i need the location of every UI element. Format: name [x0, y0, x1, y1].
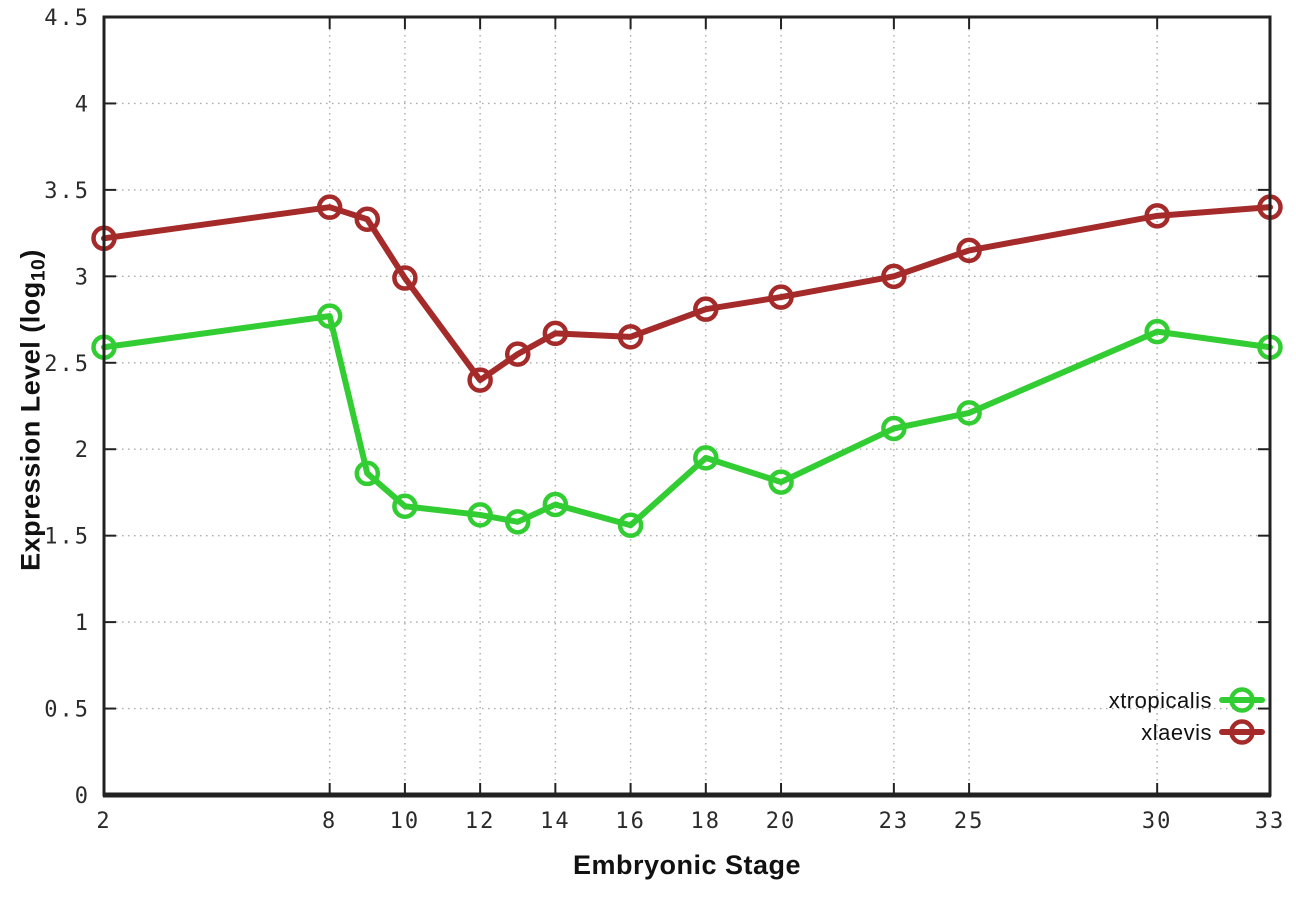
x-tick-label: 18 — [691, 809, 722, 834]
xlaevis-point — [392, 265, 418, 291]
y-axis-title-close: ) — [15, 249, 46, 259]
xlaevis-point — [316, 194, 343, 220]
xlaevis-point — [881, 263, 907, 290]
y-tick-label: 1.5 — [44, 525, 90, 550]
y-tick-label: 2.5 — [44, 352, 90, 377]
xtropicalis-line — [101, 313, 1273, 529]
x-tick-label: 30 — [1142, 809, 1173, 834]
legend-label-xtropicalis: xtropicalis — [1109, 688, 1212, 713]
xtropicalis-point — [504, 509, 531, 535]
xtropicalis-point — [354, 460, 381, 487]
xtropicalis-point — [693, 445, 719, 471]
xlaevis-point — [354, 206, 381, 233]
y-tick-label: 2 — [75, 438, 90, 463]
x-tick-label: 10 — [390, 809, 421, 834]
xtropicalis-point — [316, 303, 343, 329]
xlaevis-point — [693, 296, 719, 322]
y-tick-label: 4.5 — [44, 6, 90, 31]
xtropicalis-point — [768, 469, 794, 495]
x-tick-label: 23 — [879, 809, 910, 834]
x-tick-label: 20 — [766, 809, 797, 834]
y-tick-label: 0.5 — [44, 698, 90, 723]
legend-label-xlaevis: xlaevis — [1141, 720, 1212, 745]
y-axis-title: Expression Level (log10) — [16, 249, 51, 571]
xtropicalis-point — [392, 493, 418, 520]
xtropicalis-point — [617, 512, 644, 539]
x-tick-label: 25 — [954, 809, 985, 834]
y-axis-title-subscript: 10 — [27, 258, 50, 282]
xtropicalis-point — [881, 415, 907, 442]
xlaevis-line — [101, 204, 1273, 384]
xtropicalis-point — [1144, 318, 1170, 345]
y-axis-title-main: Expression Level (log — [15, 281, 46, 571]
xlaevis-point — [617, 324, 644, 350]
x-axis-title: Embryonic Stage — [572, 850, 802, 880]
y-tick-label: 4 — [75, 92, 90, 117]
xlaevis-point — [467, 367, 493, 393]
xlaevis-point — [956, 237, 982, 264]
x-tick-label: 2 — [96, 809, 111, 834]
xtropicalis-point — [542, 491, 569, 518]
legend-marker-xtropicalis — [1229, 687, 1255, 713]
xlaevis-point — [504, 341, 531, 367]
y-tick-label: 3.5 — [44, 179, 90, 204]
xtropicalis-point — [467, 502, 493, 528]
x-tick-label: 33 — [1255, 809, 1286, 834]
plot-border — [102, 15, 1272, 797]
x-tick-label: 14 — [540, 809, 571, 834]
y-tick-label: 3 — [75, 265, 90, 290]
legend-marker-xlaevis — [1229, 719, 1255, 745]
x-tick-label: 8 — [322, 809, 337, 834]
x-tick-label: 16 — [615, 809, 646, 834]
xlaevis-point — [542, 320, 569, 347]
y-tick-label: 0 — [75, 784, 90, 809]
xlaevis-point — [1144, 203, 1170, 229]
x-tick-label: 12 — [465, 809, 496, 834]
y-tick-label: 1 — [75, 611, 90, 636]
xtropicalis-point — [956, 400, 982, 426]
xlaevis-point — [768, 284, 794, 310]
